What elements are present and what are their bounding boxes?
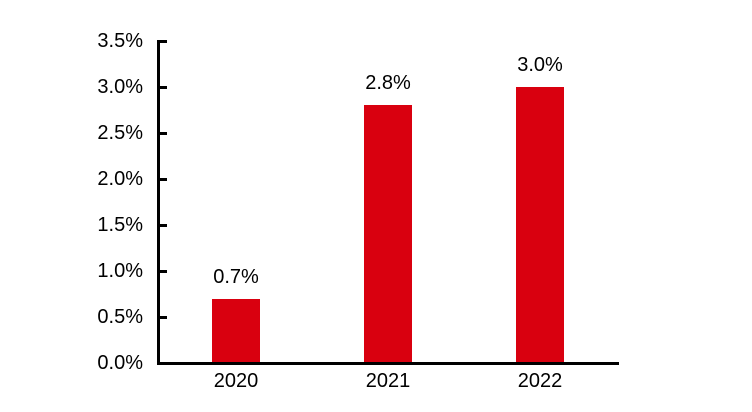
bar bbox=[212, 299, 260, 363]
bar-value-label: 3.0% bbox=[517, 54, 563, 76]
bar bbox=[516, 87, 564, 363]
y-axis bbox=[157, 40, 160, 365]
y-tick-label: 1.5% bbox=[97, 214, 143, 236]
bar bbox=[364, 105, 412, 363]
y-tick-label: 0.5% bbox=[97, 306, 143, 328]
y-tick-label: 0.0% bbox=[97, 352, 143, 374]
y-tick bbox=[160, 86, 167, 89]
y-tick-label: 2.0% bbox=[97, 168, 143, 190]
y-tick bbox=[160, 270, 167, 273]
y-tick-label: 3.5% bbox=[97, 30, 143, 52]
y-tick bbox=[160, 132, 167, 135]
y-tick bbox=[160, 40, 167, 43]
x-tick-label: 2020 bbox=[213, 370, 259, 392]
y-tick-label: 1.0% bbox=[97, 260, 143, 282]
bar-value-label: 0.7% bbox=[213, 266, 259, 288]
y-tick-label: 3.0% bbox=[97, 76, 143, 98]
y-tick bbox=[160, 362, 167, 365]
y-tick bbox=[160, 316, 167, 319]
x-tick-label: 2021 bbox=[365, 370, 411, 392]
y-tick-label: 2.5% bbox=[97, 122, 143, 144]
y-tick bbox=[160, 224, 167, 227]
bar-value-label: 2.8% bbox=[365, 72, 411, 94]
x-tick-label: 2022 bbox=[517, 370, 563, 392]
x-axis bbox=[157, 362, 619, 365]
y-tick bbox=[160, 178, 167, 181]
